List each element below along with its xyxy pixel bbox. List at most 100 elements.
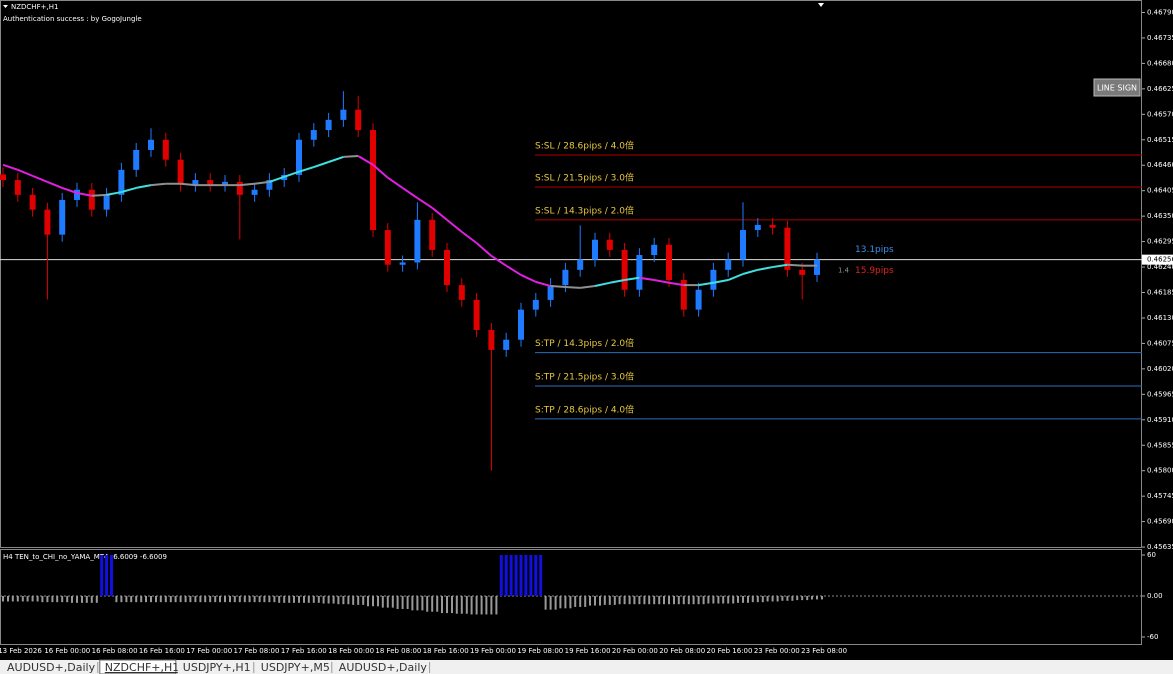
ma-segment: [61, 186, 78, 194]
ma-segment: [520, 274, 537, 283]
auth-label: Authentication success : by GogoJungle: [3, 15, 142, 23]
candle-body: [370, 130, 376, 231]
y-tick-label: 0.46185: [1147, 289, 1173, 297]
y-tick-label: 0.46295: [1147, 238, 1173, 246]
candle-body: [88, 189, 95, 210]
candle-body: [799, 269, 806, 275]
ma-segment: [490, 255, 507, 267]
tab-label[interactable]: NZDCHF+,H1: [105, 661, 180, 674]
tab-label[interactable]: AUDUSD+,Daily: [339, 661, 428, 674]
ma-segment: [402, 187, 418, 199]
candle-body: [266, 180, 273, 190]
candle-body: [769, 224, 776, 228]
candle-body: [503, 339, 510, 350]
ma-segment: [639, 276, 655, 282]
pips-label: 15.9pips: [855, 266, 894, 276]
ma-segment: [609, 279, 625, 284]
candle-body: [296, 139, 302, 175]
candle-body: [577, 259, 584, 270]
ma-segment: [254, 180, 270, 185]
indicator-tick-label: 60: [1147, 551, 1156, 559]
ma-segment: [475, 242, 493, 257]
candle-body: [429, 219, 436, 250]
level-label: S:TP / 14.3pips / 2.0倍: [535, 337, 634, 349]
y-tick-label: 0.46735: [1147, 34, 1173, 42]
ma-segment: [76, 192, 92, 197]
ma-segment: [580, 285, 596, 289]
ma-segment: [446, 219, 463, 233]
candle-body: [458, 285, 465, 300]
ma-segment: [269, 175, 285, 183]
time-label: 17 Feb 00:00: [186, 647, 232, 655]
candle-body: [192, 180, 199, 185]
candle-body: [14, 180, 21, 195]
tab[interactable]: [2, 660, 98, 674]
candle-body: [532, 299, 539, 310]
candle-body: [44, 209, 51, 235]
candle-body: [636, 255, 643, 290]
tab-label[interactable]: USDJPY+,M5: [261, 661, 330, 674]
current-price-box: [1142, 254, 1173, 265]
candle-body: [384, 230, 391, 265]
candle-body: [340, 109, 347, 120]
ma-segment: [239, 182, 255, 187]
y-tick-label: 0.46405: [1147, 187, 1173, 195]
y-tick-label: 0.46625: [1147, 85, 1173, 93]
candle-body: [666, 244, 672, 281]
ma-segment: [713, 279, 729, 284]
candle-body: [740, 230, 746, 260]
ma-segment: [698, 281, 714, 287]
y-tick-label: 0.45635: [1147, 543, 1173, 551]
tab-label[interactable]: AUDUSD+,Daily: [7, 661, 96, 674]
y-tick-label: 0.46515: [1147, 136, 1173, 144]
tab-label[interactable]: USDJPY+,H1: [183, 661, 251, 674]
ma-segment: [416, 197, 433, 209]
candle-body: [310, 130, 317, 140]
symbol-label: NZDCHF+,H1: [11, 3, 58, 11]
time-label: 20 Feb 00:00: [612, 647, 658, 655]
candle-body: [592, 239, 598, 260]
candle-body: [784, 227, 791, 270]
ma-segment: [17, 168, 33, 177]
ma-segment: [505, 264, 522, 276]
candle-body: [29, 194, 36, 210]
candle-body: [148, 139, 154, 150]
y-tick-label: 0.46075: [1147, 339, 1173, 347]
shift-marker: [818, 3, 824, 7]
candle-body: [695, 289, 702, 310]
y-tick-label: 0.45965: [1147, 390, 1173, 398]
tab[interactable]: [255, 660, 332, 674]
time-label: 13 Feb 2026: [0, 647, 42, 655]
ma-segment: [668, 281, 684, 287]
tab[interactable]: [177, 660, 254, 674]
current-price-label: 0.46256: [1147, 256, 1173, 264]
indicator-label: H4 TEN_to_CHI_no_YAMA_MT4 -6.6009 -6.600…: [3, 553, 167, 561]
time-label: 23 Feb 08:00: [801, 647, 847, 655]
line-sign-label[interactable]: LINE SIGN: [1097, 84, 1137, 93]
time-label: 18 Feb 16:00: [423, 647, 469, 655]
indicator-frame: [0, 549, 1142, 645]
candle-body: [355, 109, 362, 131]
candle-body: [222, 181, 228, 185]
pips-label: 1.4: [838, 267, 850, 275]
time-label: 20 Feb 08:00: [659, 647, 705, 655]
ma-segment: [91, 193, 107, 197]
line-sign-button[interactable]: [1093, 78, 1141, 97]
candle-body: [725, 259, 732, 270]
ma-segment: [136, 184, 152, 189]
ma-segment: [180, 182, 196, 187]
time-label: 19 Feb 08:00: [517, 647, 563, 655]
tab[interactable]: [333, 660, 430, 674]
candle-body: [118, 169, 125, 195]
menu-arrow: [3, 5, 8, 8]
candle-body: [444, 249, 450, 286]
y-tick-label: 0.45745: [1147, 492, 1173, 500]
candle-body: [162, 139, 169, 160]
candle-body: [133, 149, 140, 170]
